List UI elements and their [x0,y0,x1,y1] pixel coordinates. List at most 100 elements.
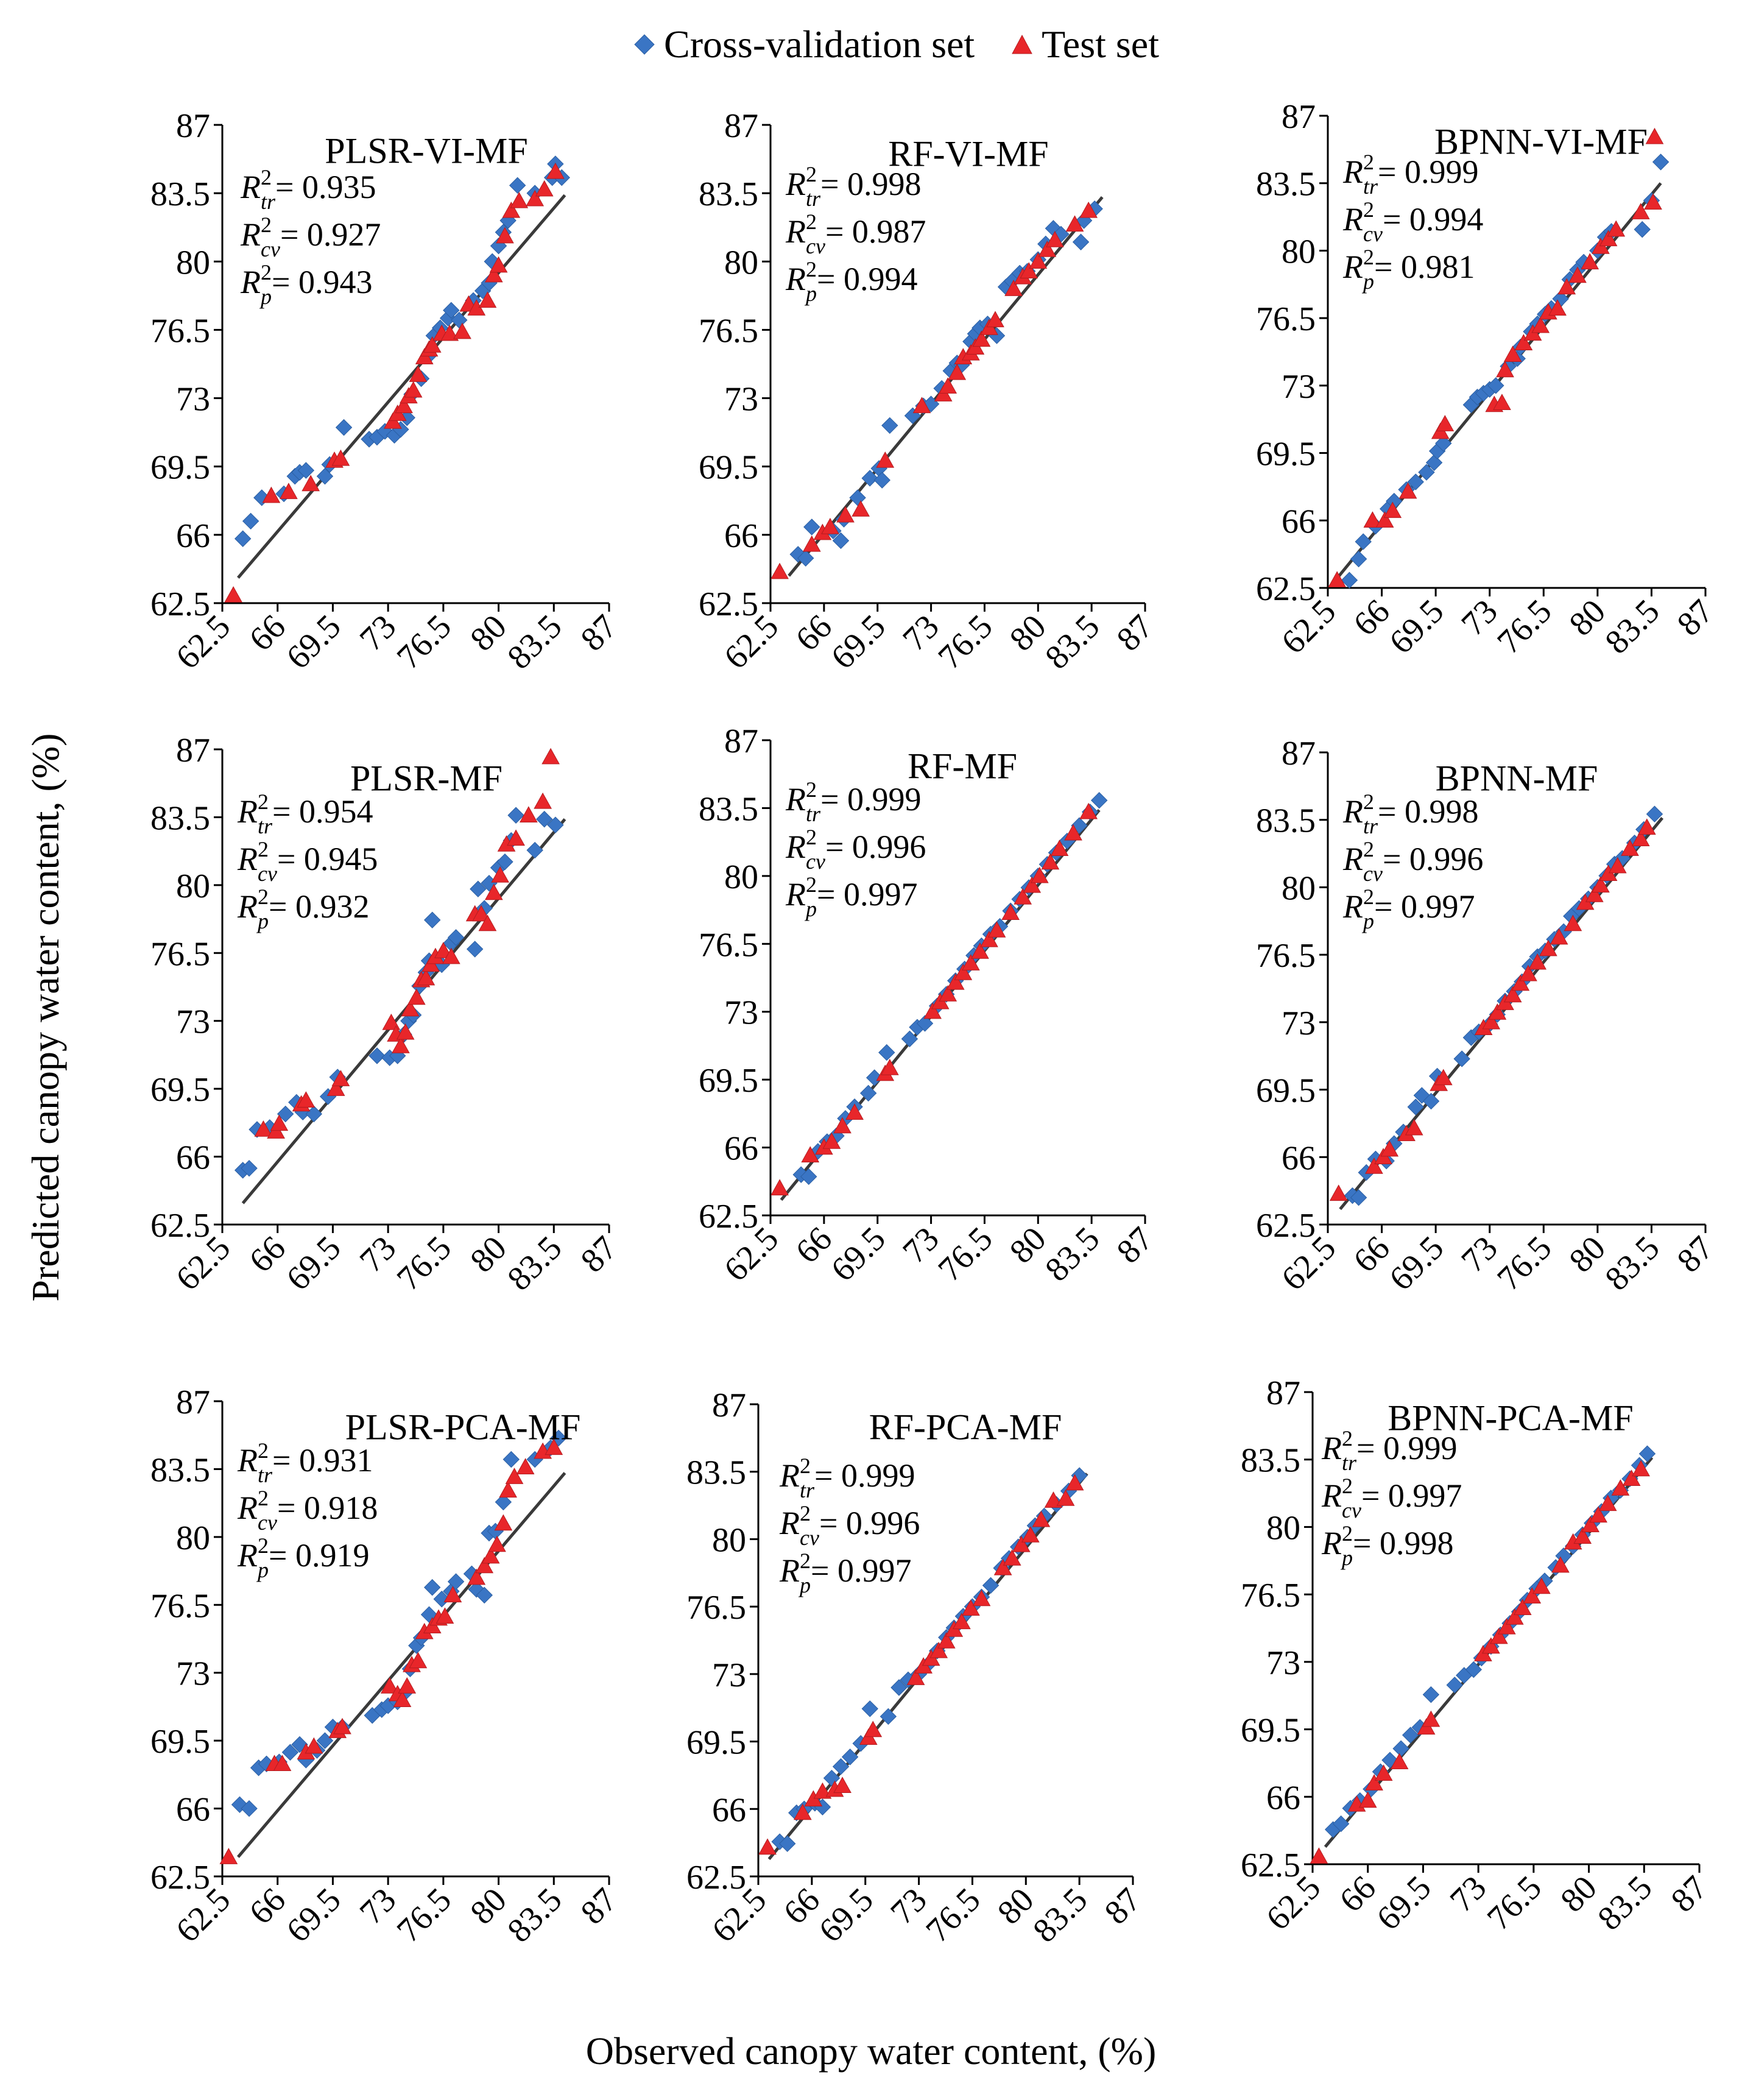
y-tick-label: 69.5 [699,1062,758,1100]
cv-point [859,1084,877,1102]
x-tick-label: 83.5 [1598,1229,1666,1298]
x-tick-label: 69.5 [824,607,893,676]
test-point [961,954,980,970]
stat-r2-p: R2 p= 0.997 [1342,885,1475,933]
test-point [821,518,839,534]
cv-point [803,518,820,536]
fit-line [241,818,566,1204]
cv-point [451,311,468,329]
test-point [297,1091,316,1108]
x-tick-label: 87 [1670,1229,1721,1279]
test-point [1513,1599,1532,1615]
test-point [224,586,242,603]
y-tick-label: 83.5 [1256,166,1316,203]
stat-r2-cv: R2 cv= 0.996 [1342,837,1483,886]
test-point [484,266,503,283]
stat-r2-tr: R2 tr= 0.935 [240,165,376,214]
y-tick-label: 80 [176,868,210,905]
stat-r2-cv: R2 cv= 0.997 [1321,1474,1462,1522]
panel-title: BPNN-MF [1436,758,1598,798]
stat-r2-tr: R2 tr= 0.931 [237,1438,373,1487]
cv-point [1646,805,1663,822]
cv-point [823,1769,841,1787]
panel-title: RF-VI-MF [888,133,1048,174]
test-point [280,483,298,500]
cv-point [1350,1189,1367,1206]
y-tick-label: 66 [176,1139,210,1177]
test-point [1531,316,1550,333]
test-point [972,1589,991,1607]
test-point [923,1002,942,1019]
x-tick-label: 76.5 [390,1229,459,1298]
test-point [407,988,426,1005]
cv-point [466,941,484,958]
test-point [1489,1627,1508,1644]
test-point [939,985,957,1002]
test-point [270,1114,289,1131]
test-point [409,1652,428,1669]
test-point [1329,1184,1348,1201]
cv-point [368,1047,386,1064]
x-tick-label: 76.5 [931,1220,1000,1289]
y-tick-label: 83.5 [150,1451,210,1489]
test-point [392,1037,410,1053]
y-tick-label: 83.5 [699,175,758,213]
test-point [489,256,508,273]
cv-point [832,532,850,550]
test-point [1503,345,1522,362]
cv-point [526,841,543,859]
test-point [1056,1489,1075,1506]
y-tick-label: 73 [712,1656,746,1694]
stat-r2-p: R2 p= 0.981 [1342,245,1475,294]
y-tick-label: 80 [712,1521,746,1559]
cv-point [495,1493,512,1511]
test-point [491,866,510,883]
y-tick-label: 69.5 [150,1071,210,1109]
x-tick-label: 69.5 [279,1881,348,1950]
test-point [1621,840,1639,856]
test-point [993,1558,1012,1575]
test-point [954,964,973,980]
x-tick-label: 87 [574,607,624,658]
y-tick-label: 76.5 [150,935,210,973]
test-point [758,1838,777,1855]
cv-point [242,512,259,530]
x-tick-label: 76.5 [390,607,459,676]
cv-point [1435,435,1452,452]
cv-point [861,1700,878,1717]
test-point [1380,1140,1399,1157]
x-tick-label: 69.5 [279,1229,348,1298]
y-tick-label: 73 [176,381,210,419]
stat-r2-tr: R2 tr= 0.999 [1321,1426,1457,1475]
test-point [906,1669,925,1685]
test-point [331,449,350,466]
y-tick-label: 87 [176,1384,210,1421]
test-point [946,973,965,990]
y-tick-label: 62.5 [699,585,758,623]
cv-point [1407,1098,1424,1115]
cv-point [547,816,564,833]
test-point [534,792,552,809]
x-tick-label: 87 [1110,607,1160,658]
y-tick-label: 87 [1282,735,1316,772]
x-tick-label: 83.5 [1026,1881,1095,1950]
test-point [1422,1710,1440,1727]
test-point [864,1720,883,1738]
test-point [1065,215,1084,232]
cv-point [509,177,526,194]
cv-point [470,880,487,897]
fit-line [237,1472,566,1858]
test-point [833,1777,852,1794]
test-point [1365,1158,1383,1174]
y-tick-label: 73 [1282,368,1316,406]
y-tick-label: 73 [724,381,758,419]
y-tick-label: 80 [1282,869,1316,907]
test-point [987,921,1006,938]
cv-point [878,1044,895,1061]
cv-point [443,302,460,319]
panel-title: PLSR-VI-MF [325,130,527,171]
test-point [1503,986,1522,1003]
y-tick-label: 69.5 [150,449,210,487]
test-point [1548,299,1567,316]
test-point [467,1568,486,1585]
